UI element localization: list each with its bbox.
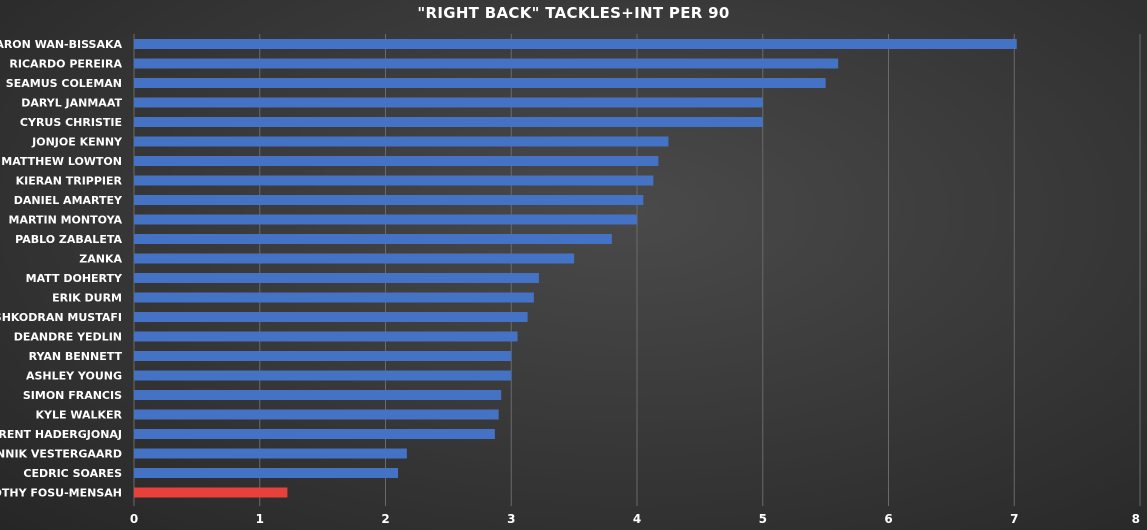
bar-jannik-vestergaard [134,448,407,459]
bar-deandre-yedlin [134,331,518,342]
x-tick-label: 5 [759,512,767,526]
bar-daryl-janmaat [134,97,763,108]
bar-martin-montoya [134,214,637,225]
x-tick-label: 2 [381,512,389,526]
x-tick-label: 3 [507,512,515,526]
category-label: FLORENT HADERGJONAJ [0,428,122,441]
x-tick-label: 0 [130,512,138,526]
category-label: SIMON FRANCIS [23,389,122,402]
bar-florent-hadergjonaj [134,429,495,439]
x-tick-label: 6 [884,512,892,526]
category-label: DARYL JANMAAT [21,97,122,110]
bar-timothy-fosu-mensah [134,487,288,498]
bar-simon-francis [134,390,502,400]
category-label: ASHLEY YOUNG [26,370,122,383]
category-label: RICARDO PEREIRA [9,58,122,71]
category-label: JONJOE KENNY [31,136,123,149]
category-label: SEAMUS COLEMAN [6,77,122,90]
bar-shkodran-mustafi [134,312,528,322]
category-label: KIERAN TRIPPIER [16,175,123,188]
bar-zanka [134,253,575,264]
bar-kyle-walker [134,409,499,420]
bar-kieran-trippier [134,175,654,186]
category-label: CEDRIC SOARES [23,467,122,480]
category-label: MARTIN MONTOYA [9,214,123,227]
category-label: PABLO ZABALETA [15,233,122,246]
bar-daniel-amartey [134,195,644,205]
x-tick-label: 7 [1010,512,1018,526]
category-label: SHKODRAN MUSTAFI [0,311,122,324]
bar-cedric-soares [134,468,399,478]
bar-aaron-wan-bissaka [134,39,1017,49]
x-tick-label: 1 [256,512,264,526]
category-label: DANIEL AMARTEY [14,194,123,207]
bar-jonjoe-kenny [134,136,669,147]
category-label: KYLE WALKER [35,409,122,422]
bar-erik-durm [134,292,534,303]
x-tick-label: 8 [1132,512,1140,526]
category-label: JANNIK VESTERGAARD [0,448,122,461]
x-tick-label: 4 [633,512,641,526]
category-label: ERIK DURM [52,292,122,305]
bar-matt-doherty [134,273,539,283]
bar-ricardo-pereira [134,58,839,69]
category-label: MATT DOHERTY [26,272,123,285]
category-label: AARON WAN-BISSAKA [0,38,122,51]
bar-pablo-zabaleta [134,234,612,244]
category-label: ZANKA [79,253,122,266]
bar-matthew-lowton [134,156,659,166]
category-label: TIMOTHY FOSU-MENSAH [0,487,122,500]
chart-title: "RIGHT BACK" TACKLES+INT PER 90 [417,4,730,22]
category-label: RYAN BENNETT [29,350,123,363]
bar-cyrus-christie [134,117,763,127]
bar-ryan-bennett [134,351,512,361]
category-label: CYRUS CHRISTIE [20,116,122,129]
bar-seamus-coleman [134,78,826,88]
category-label: MATTHEW LOWTON [1,155,122,168]
category-label: DEANDRE YEDLIN [14,331,122,344]
bar-ashley-young [134,370,512,381]
